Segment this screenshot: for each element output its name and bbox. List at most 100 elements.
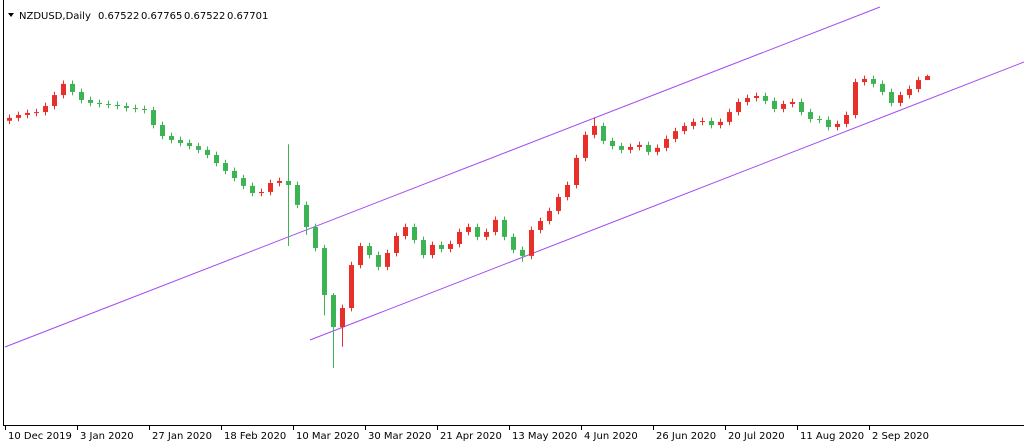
candle-body [601, 125, 606, 141]
candle-body [385, 252, 390, 267]
candle-body [871, 78, 876, 84]
candle-body [898, 95, 903, 103]
candle-body [718, 121, 723, 126]
candle-body [853, 82, 858, 115]
candle-body [538, 221, 543, 230]
symbol: NZDUSD,Daily [19, 11, 91, 22]
candle-body [628, 146, 633, 150]
candle-body [223, 163, 228, 171]
candle-body [673, 131, 678, 139]
quote-high: 0.67765 [141, 11, 182, 22]
x-tick-label: 20 Jul 2020 [728, 431, 785, 442]
menu-triangle[interactable] [8, 13, 14, 17]
candles [7, 74, 930, 368]
candle-body [484, 231, 489, 237]
candle-body [70, 83, 75, 92]
candle-body [817, 119, 822, 120]
x-tick-label: 27 Jan 2020 [152, 431, 212, 442]
candle-body [106, 104, 111, 106]
candle-body [862, 78, 867, 83]
candle-body [16, 114, 21, 118]
candle-body [502, 219, 507, 237]
candle-body [196, 146, 201, 150]
candle-body [421, 240, 426, 255]
candle-body [214, 155, 219, 164]
x-tick-label: 4 Jun 2020 [584, 431, 638, 442]
candle-body [736, 102, 741, 113]
x-tick-label: 11 Aug 2020 [800, 431, 864, 442]
candle-body [754, 95, 759, 98]
candle-body [187, 142, 192, 147]
candle-body [97, 102, 102, 105]
candle-body [448, 244, 453, 249]
quote-low: 0.67522 [184, 11, 225, 22]
x-tick-label: 21 Apr 2020 [440, 431, 502, 442]
candle-body [142, 108, 147, 111]
candle-body [457, 231, 462, 245]
candle-body [376, 255, 381, 267]
candle-body [637, 144, 642, 147]
candle-body [655, 147, 660, 152]
candle-body [43, 106, 48, 113]
candle-body [844, 114, 849, 124]
candle-body [304, 204, 309, 228]
channel-lower [309, 61, 1024, 341]
candle-body [691, 121, 696, 126]
candle-body [682, 125, 687, 132]
candle-body [547, 210, 552, 221]
x-tick-label: 10 Dec 2019 [8, 431, 72, 442]
candle-body [259, 191, 264, 194]
x-tick-label: 2 Sep 2020 [872, 431, 929, 442]
candle-body [331, 295, 336, 328]
channel-upper [4, 6, 881, 348]
candle-body [313, 227, 318, 249]
candle-body [52, 95, 57, 107]
candle-body [511, 236, 516, 250]
candle-body [124, 106, 129, 109]
candle-body [340, 308, 345, 328]
candle-body [556, 197, 561, 211]
candle-body [88, 99, 93, 103]
candle-body [394, 235, 399, 253]
candle-body [745, 97, 750, 102]
x-tick-label: 13 May 2020 [512, 431, 577, 442]
candle-body [763, 95, 768, 101]
candle-body [232, 170, 237, 179]
candle-body [349, 265, 354, 309]
candle-body [700, 121, 705, 123]
candle-body [925, 76, 930, 81]
candle-body [205, 149, 210, 156]
candle-body [475, 227, 480, 237]
candle-body [241, 178, 246, 186]
candle-body [322, 248, 327, 296]
candle-body [178, 140, 183, 143]
candle-body [619, 146, 624, 150]
candle-body [592, 125, 597, 135]
candle-body [7, 117, 12, 121]
candle-body [727, 112, 732, 122]
candle-body [250, 185, 255, 194]
candle-body [115, 104, 120, 107]
x-tick-label: 18 Feb 2020 [224, 431, 286, 442]
candle-body [430, 244, 435, 255]
candle-body [277, 180, 282, 183]
candle-body [169, 136, 174, 141]
candle-body [565, 184, 570, 198]
candle-body [34, 112, 39, 114]
candle-body [907, 89, 912, 96]
candle-body [79, 91, 84, 100]
candle-body [403, 227, 408, 236]
candle-body [772, 100, 777, 109]
quote-open: 0.67522 [98, 11, 139, 22]
candle-body [799, 102, 804, 113]
candle-body [709, 121, 714, 126]
candle-body [781, 104, 786, 109]
x-tick-label: 30 Mar 2020 [368, 431, 431, 442]
candle-body [808, 112, 813, 119]
x-tick-label: 3 Jan 2020 [80, 431, 134, 442]
candle-body [916, 80, 921, 90]
candle-body [286, 180, 291, 185]
